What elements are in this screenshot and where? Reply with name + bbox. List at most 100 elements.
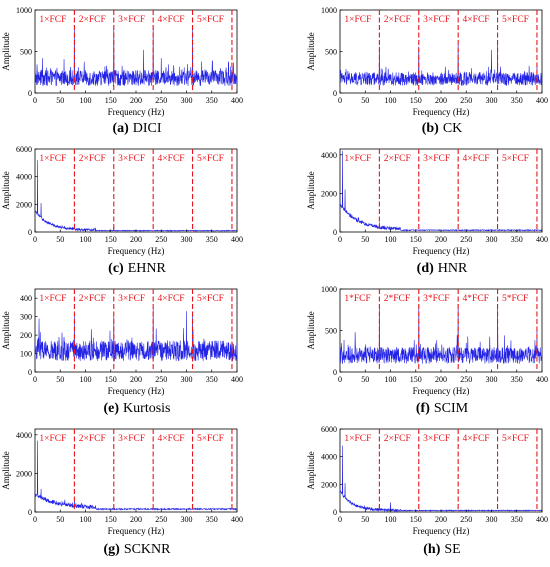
x-tick-label: 0 [338, 96, 342, 105]
harmonic-label-3: 3×FCF [118, 154, 145, 164]
y-tick-label: 1000 [16, 6, 32, 15]
panel-f: 1*FCF 2*FCF 3*FCF 4*FCF 5*FCF 0 50 100 150 200 250… [306, 285, 548, 416]
harmonic-label-3: 3×FCF [118, 294, 145, 304]
spectrum-line [34, 440, 238, 511]
y-tick-label: 1000 [321, 6, 337, 15]
x-tick-label: 400 [231, 96, 243, 105]
x-tick-label: 300 [181, 235, 193, 244]
y-tick-label: 0 [333, 228, 337, 237]
x-tick-label: 350 [206, 375, 218, 384]
x-tick-label: 400 [231, 515, 243, 524]
harmonic-label-5: 5×FCF [502, 154, 529, 164]
x-tick-label: 250 [155, 235, 167, 244]
x-tick-label: 200 [435, 235, 447, 244]
harmonic-label-4: 4×FCF [158, 154, 185, 164]
x-tick-label: 200 [130, 235, 142, 244]
y-tick-label: 0 [28, 508, 32, 517]
x-axis-title: Frequency (Hz) [413, 526, 470, 536]
y-tick-label: 200 [20, 331, 32, 340]
x-tick-label: 100 [385, 96, 397, 105]
spectrum-line [339, 303, 543, 365]
x-tick-label: 300 [486, 515, 498, 524]
caption-name: SE [444, 542, 460, 557]
harmonic-label-1: 1×FCF [39, 434, 66, 444]
y-tick-label: 500 [20, 48, 32, 57]
x-axis-title: Frequency (Hz) [413, 246, 470, 256]
caption-name: CK [443, 121, 462, 136]
harmonic-label-2: 2×FCF [79, 434, 106, 444]
x-tick-label: 200 [130, 375, 142, 384]
y-axis-title: Amplitude [1, 451, 11, 490]
harmonic-label-5: 5×FCF [197, 434, 224, 444]
x-tick-label: 0 [33, 375, 37, 384]
y-tick-label: 0 [28, 89, 32, 98]
x-tick-label: 50 [56, 515, 64, 524]
y-tick-label: 2000 [16, 469, 32, 478]
panel-caption: (d) HNR [417, 261, 468, 276]
y-tick-label: 4000 [16, 173, 32, 182]
panel-g: 1×FCF 2×FCF 3×FCF 4×FCF 5×FCF 0 50 100 150 200 250… [1, 428, 243, 557]
harmonic-label-3: 3×FCF [423, 154, 450, 164]
x-tick-label: 200 [130, 96, 142, 105]
y-tick-label: 500 [325, 48, 337, 57]
spectrum-line [34, 25, 238, 86]
x-tick-label: 250 [155, 515, 167, 524]
y-tick-label: 2000 [16, 200, 32, 209]
x-tick-label: 300 [486, 96, 498, 105]
x-tick-label: 200 [435, 515, 447, 524]
x-tick-label: 0 [33, 515, 37, 524]
y-tick-label: 0 [28, 368, 32, 377]
y-tick-label: 0 [333, 89, 337, 98]
harmonic-label-3: 3×FCF [118, 15, 145, 25]
x-tick-label: 350 [511, 515, 523, 524]
harmonic-label-2: 2×FCF [384, 154, 411, 164]
y-tick-label: 0 [28, 228, 32, 237]
x-tick-label: 250 [460, 375, 472, 384]
harmonic-label-4: 4*FCF [463, 294, 489, 304]
x-tick-label: 0 [33, 235, 37, 244]
x-tick-label: 400 [536, 96, 548, 105]
panel-c: 1×FCF 2×FCF 3×FCF 4×FCF 5×FCF 0 50 100 150 200 250… [1, 145, 243, 276]
x-tick-label: 200 [130, 515, 142, 524]
y-tick-label: 500 [325, 327, 337, 336]
harmonic-label-4: 4×FCF [463, 434, 490, 444]
panel-caption: (e) Kurtosis [104, 401, 171, 416]
y-axis-title: Amplitude [306, 171, 316, 210]
caption-letter: (d) [417, 261, 434, 276]
caption-name: HNR [438, 261, 468, 276]
y-tick-label: 1000 [321, 285, 337, 294]
y-tick-label: 2000 [321, 480, 337, 489]
x-tick-label: 200 [435, 375, 447, 384]
x-axis-title: Frequency (Hz) [108, 386, 165, 396]
y-tick-label: 4000 [321, 151, 337, 160]
harmonic-label-2: 2×FCF [79, 15, 106, 25]
panel-caption: (c) EHNR [108, 261, 166, 276]
caption-letter: (b) [422, 121, 439, 136]
x-tick-label: 150 [105, 96, 117, 105]
x-tick-label: 300 [181, 515, 193, 524]
harmonic-label-5: 5*FCF [502, 294, 528, 304]
spectrum-line [34, 307, 238, 362]
x-tick-label: 400 [231, 235, 243, 244]
harmonic-label-4: 4×FCF [463, 15, 490, 25]
x-tick-label: 250 [460, 96, 472, 105]
y-tick-label: 4000 [321, 453, 337, 462]
harmonic-label-1: 1*FCF [344, 294, 370, 304]
x-tick-label: 300 [181, 375, 193, 384]
panel-caption: (h) SE [423, 542, 460, 557]
caption-name: DICI [133, 121, 162, 136]
x-tick-label: 100 [385, 515, 397, 524]
x-tick-label: 300 [181, 96, 193, 105]
x-axis-title: Frequency (Hz) [413, 107, 470, 117]
x-tick-label: 150 [105, 235, 117, 244]
panel-b: 1×FCF 2×FCF 3×FCF 4×FCF 5×FCF 0 50 100 150 200 250… [306, 6, 548, 136]
harmonic-label-5: 5×FCF [502, 434, 529, 444]
harmonic-label-5: 5×FCF [502, 15, 529, 25]
x-tick-label: 50 [361, 515, 369, 524]
y-tick-label: 6000 [16, 145, 32, 154]
harmonic-label-1: 1×FCF [344, 154, 371, 164]
x-tick-label: 50 [361, 375, 369, 384]
caption-letter: (h) [423, 542, 440, 557]
panel-d: 1×FCF 2×FCF 3×FCF 4×FCF 5×FCF 0 50 100 150 200 250… [306, 148, 548, 276]
caption-letter: (c) [108, 261, 124, 276]
